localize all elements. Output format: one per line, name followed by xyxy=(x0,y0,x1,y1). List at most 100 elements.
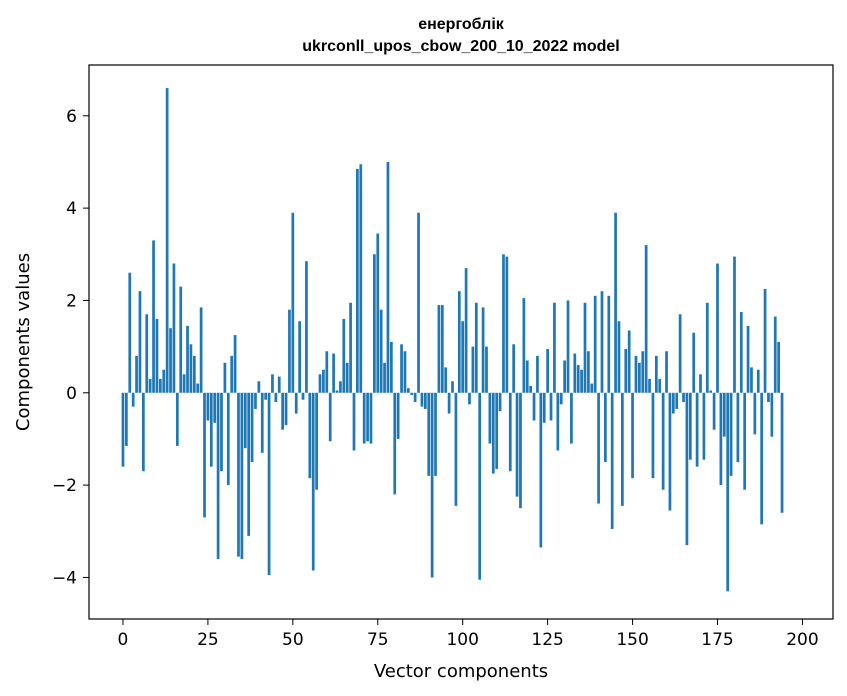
bar xyxy=(641,351,645,393)
bar xyxy=(512,344,516,393)
bar xyxy=(169,328,172,393)
bar xyxy=(250,392,254,463)
bar xyxy=(773,316,777,393)
plot-frame xyxy=(88,64,834,620)
bar xyxy=(311,392,315,571)
bar xyxy=(447,392,451,414)
bar xyxy=(373,254,376,393)
x-tick-label: 0 xyxy=(118,630,129,650)
bar xyxy=(189,344,193,393)
bar xyxy=(142,392,145,472)
bar xyxy=(668,392,672,511)
bar xyxy=(216,392,220,559)
bar xyxy=(529,385,532,393)
bar xyxy=(481,307,485,393)
bar xyxy=(682,392,685,403)
chart-title-line1: енергоблік xyxy=(418,16,505,33)
bar xyxy=(125,392,128,446)
bar xyxy=(369,392,373,444)
bar xyxy=(291,212,295,393)
bar xyxy=(638,362,641,393)
bar xyxy=(498,392,502,412)
bar xyxy=(423,392,427,409)
bar xyxy=(685,392,689,546)
bar xyxy=(430,392,434,578)
bar xyxy=(383,362,386,393)
bar xyxy=(519,392,522,509)
bar xyxy=(162,369,166,393)
x-tick-label: 150 xyxy=(616,630,648,650)
bar xyxy=(199,307,203,393)
bar xyxy=(631,392,634,479)
bar xyxy=(733,256,736,393)
bar xyxy=(376,233,380,393)
bar xyxy=(634,355,638,393)
bar xyxy=(743,392,747,490)
bar xyxy=(192,355,196,393)
bar xyxy=(257,381,261,393)
x-tick-label: 175 xyxy=(701,630,733,650)
bar xyxy=(485,346,488,393)
bar xyxy=(172,263,176,393)
bar xyxy=(621,392,624,506)
bar xyxy=(471,346,475,393)
chart-title-line2: ukrconll_upos_cbow_200_10_2022 model xyxy=(302,38,619,55)
bar xyxy=(566,300,570,393)
bar xyxy=(332,353,335,393)
bar xyxy=(294,392,298,414)
bar xyxy=(213,392,217,423)
bar xyxy=(590,383,594,393)
bar xyxy=(440,305,444,393)
bar xyxy=(654,355,658,393)
bar xyxy=(352,392,356,451)
bar xyxy=(427,392,431,476)
bar xyxy=(339,381,342,393)
bar xyxy=(386,161,390,393)
bar xyxy=(417,212,420,393)
bar xyxy=(556,392,560,451)
bar xyxy=(148,378,152,393)
bar xyxy=(770,392,774,437)
bar xyxy=(658,378,662,393)
bar xyxy=(243,392,247,449)
bar xyxy=(597,392,600,504)
y-tick-label: −2 xyxy=(52,476,77,496)
bar xyxy=(254,392,257,409)
bar xyxy=(267,392,271,576)
bar xyxy=(165,88,169,393)
bar xyxy=(525,360,529,393)
y-tick-label: 6 xyxy=(66,107,77,127)
bar xyxy=(580,369,583,393)
bar xyxy=(607,295,611,393)
bar xyxy=(349,302,352,393)
x-axis-label: Vector components xyxy=(374,661,548,682)
bar xyxy=(318,374,322,393)
bar xyxy=(587,351,590,393)
bar xyxy=(237,392,240,557)
bar xyxy=(756,369,760,393)
bar xyxy=(328,392,332,442)
y-tick-label: 2 xyxy=(66,291,77,311)
bar xyxy=(362,392,366,444)
bar xyxy=(617,321,621,393)
bar xyxy=(651,392,655,479)
bar xyxy=(400,344,403,393)
bar xyxy=(763,288,767,393)
bar xyxy=(702,392,706,460)
bar xyxy=(396,392,400,439)
bar-series xyxy=(121,88,784,592)
bar xyxy=(420,392,424,407)
bar xyxy=(705,302,709,393)
bar xyxy=(322,369,325,393)
bar xyxy=(226,392,230,486)
bar xyxy=(271,374,274,393)
bar xyxy=(495,392,499,469)
bar xyxy=(675,392,679,409)
bar xyxy=(729,392,733,476)
bar xyxy=(553,302,556,393)
bar xyxy=(298,321,301,393)
bar xyxy=(247,392,251,536)
bar xyxy=(264,392,268,400)
y-tick-label: 0 xyxy=(66,384,77,404)
bar xyxy=(345,362,349,393)
